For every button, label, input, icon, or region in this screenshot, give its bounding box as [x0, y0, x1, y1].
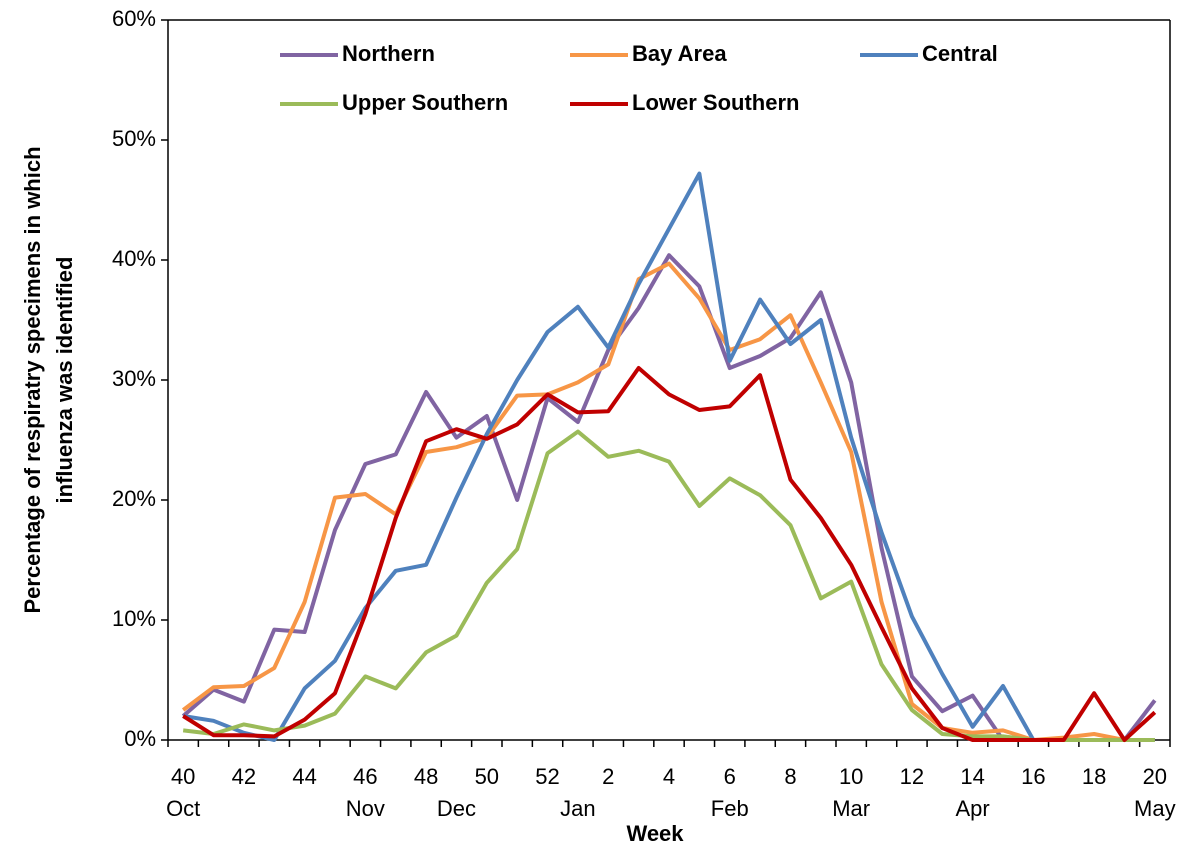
- x-tick-label: 12: [900, 764, 924, 789]
- y-tick-label: 40%: [112, 246, 156, 271]
- x-tick-label: 18: [1082, 764, 1106, 789]
- month-label: Feb: [711, 796, 749, 821]
- month-label: Jan: [560, 796, 595, 821]
- x-tick-label: 50: [475, 764, 499, 789]
- legend-label: Lower Southern: [632, 90, 799, 115]
- legend-label: Northern: [342, 41, 435, 66]
- month-label: May: [1134, 796, 1176, 821]
- x-tick-label: 6: [724, 764, 736, 789]
- x-tick-label: 20: [1143, 764, 1167, 789]
- x-tick-label: 2: [602, 764, 614, 789]
- series-line: [182, 366, 1157, 742]
- x-tick-label: 10: [839, 764, 863, 789]
- x-tick-label: 52: [535, 764, 559, 789]
- series-line: [182, 171, 1155, 742]
- month-label: Nov: [346, 796, 385, 821]
- x-tick-label: 4: [663, 764, 675, 789]
- x-tick-label: 14: [960, 764, 984, 789]
- legend-label: Central: [922, 41, 998, 66]
- x-tick-label: 46: [353, 764, 377, 789]
- series-line: [181, 253, 1157, 742]
- legend-label: Bay Area: [632, 41, 727, 66]
- series-line: [181, 261, 1155, 742]
- x-tick-label: 44: [292, 764, 316, 789]
- month-label: Dec: [437, 796, 476, 821]
- x-tick-label: 48: [414, 764, 438, 789]
- x-tick-label: 16: [1021, 764, 1045, 789]
- y-axis-title: Percentage of respiratry specimens in wh…: [20, 146, 45, 613]
- x-tick-label: 8: [784, 764, 796, 789]
- x-tick-label: 40: [171, 764, 195, 789]
- y-tick-label: 60%: [112, 6, 156, 31]
- month-label: Oct: [166, 796, 200, 821]
- y-tick-label: 20%: [112, 486, 156, 511]
- y-tick-label: 10%: [112, 606, 156, 631]
- y-tick-label: 50%: [112, 126, 156, 151]
- legend-label: Upper Southern: [342, 90, 508, 115]
- y-axis-title: influenza was identified: [52, 257, 77, 504]
- y-tick-label: 30%: [112, 366, 156, 391]
- x-axis-title: Week: [626, 821, 684, 846]
- x-tick-label: 42: [232, 764, 256, 789]
- month-label: Mar: [832, 796, 870, 821]
- month-label: Apr: [956, 796, 990, 821]
- y-tick-label: 0%: [124, 726, 156, 751]
- series-line: [182, 429, 1155, 742]
